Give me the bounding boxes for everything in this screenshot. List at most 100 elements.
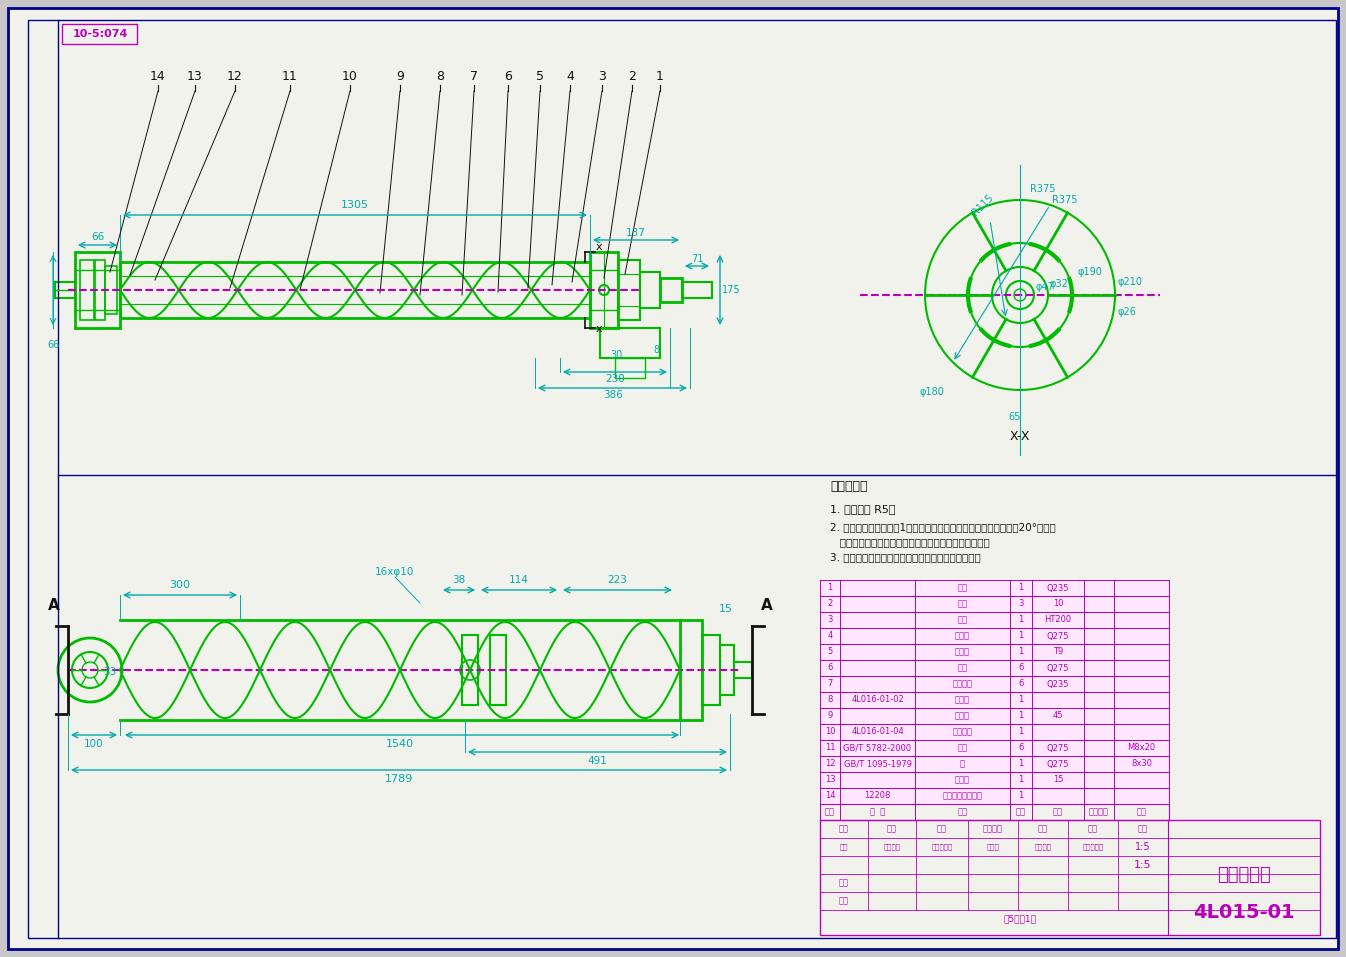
Bar: [1114, 596, 1168, 612]
Bar: [734, 662, 752, 678]
Bar: [840, 788, 915, 804]
Bar: [915, 804, 1010, 820]
Text: 6: 6: [1019, 679, 1024, 688]
Text: 4L016-01-02: 4L016-01-02: [851, 696, 905, 704]
Bar: [820, 612, 840, 628]
Bar: [1010, 692, 1032, 708]
Bar: [105, 266, 117, 314]
Bar: [1114, 772, 1168, 788]
Text: 12208: 12208: [864, 791, 891, 800]
Text: 8: 8: [828, 696, 833, 704]
Text: 12: 12: [825, 760, 836, 768]
Text: 10: 10: [342, 70, 358, 83]
Text: 100: 100: [85, 739, 104, 749]
Bar: [1032, 644, 1084, 660]
Text: 螺杆: 螺杆: [957, 584, 968, 592]
Text: 8: 8: [653, 345, 660, 355]
Bar: [820, 820, 1320, 935]
Text: 16xφ10: 16xφ10: [376, 567, 415, 577]
Bar: [915, 724, 1010, 740]
Text: x: x: [596, 242, 603, 252]
Bar: [1010, 724, 1032, 740]
Text: 拨簧: 拨簧: [957, 663, 968, 673]
Text: Q275: Q275: [1047, 744, 1069, 752]
Text: 材料: 材料: [1053, 808, 1063, 816]
Bar: [1084, 660, 1114, 676]
Bar: [840, 772, 915, 788]
Bar: [820, 804, 1168, 820]
Text: 1: 1: [1019, 727, 1023, 737]
Text: 66: 66: [92, 232, 104, 242]
Bar: [1010, 596, 1032, 612]
Text: 2: 2: [629, 70, 635, 83]
Bar: [590, 252, 618, 328]
Bar: [820, 708, 1168, 724]
Bar: [1010, 676, 1032, 692]
Bar: [1032, 660, 1084, 676]
Bar: [820, 644, 1168, 660]
Bar: [820, 612, 1168, 628]
Bar: [840, 740, 915, 756]
Text: 螺栋: 螺栋: [957, 744, 968, 752]
Text: 13: 13: [825, 775, 836, 785]
Text: 300: 300: [170, 580, 191, 590]
Text: （签名）: （签名）: [883, 844, 900, 851]
Bar: [1084, 724, 1114, 740]
Bar: [1114, 676, 1168, 692]
Bar: [820, 756, 1168, 772]
Text: GB/T 5782-2000: GB/T 5782-2000: [844, 744, 911, 752]
Bar: [1084, 756, 1114, 772]
Bar: [840, 708, 915, 724]
Bar: [1010, 756, 1032, 772]
Text: 重量: 重量: [1038, 825, 1049, 834]
Text: 6: 6: [1019, 744, 1024, 752]
Text: 10: 10: [1053, 599, 1063, 609]
Text: 1: 1: [1019, 648, 1023, 657]
Bar: [840, 644, 915, 660]
Text: Q275: Q275: [1047, 663, 1069, 673]
Bar: [820, 628, 1168, 644]
Text: 66: 66: [47, 340, 59, 350]
Bar: [915, 708, 1010, 724]
Text: 137: 137: [626, 228, 646, 238]
Bar: [840, 676, 915, 692]
Bar: [820, 788, 840, 804]
Bar: [1084, 676, 1114, 692]
Bar: [120, 262, 590, 318]
Bar: [1084, 772, 1114, 788]
Bar: [1084, 804, 1114, 820]
Text: 11: 11: [283, 70, 297, 83]
Bar: [840, 612, 915, 628]
Text: Q235: Q235: [1047, 679, 1069, 688]
Bar: [1114, 788, 1168, 804]
Bar: [1084, 708, 1114, 724]
Text: 3. 遵盖在填补零碎之处来用固性注漆少许根据该情。: 3. 遵盖在填补零碎之处来用固性注漆少许根据该情。: [830, 552, 981, 562]
Text: 1: 1: [1019, 775, 1023, 785]
Bar: [1032, 740, 1084, 756]
Text: 单件重量: 单件重量: [1089, 808, 1109, 816]
Bar: [820, 724, 840, 740]
Bar: [1010, 628, 1032, 644]
Text: 2: 2: [828, 599, 833, 609]
Bar: [820, 740, 840, 756]
Bar: [639, 272, 660, 308]
Text: 右盖管: 右盖管: [956, 632, 970, 640]
Bar: [1032, 580, 1084, 596]
Text: R115: R115: [970, 192, 995, 217]
Text: 代  号: 代 号: [870, 808, 886, 816]
Text: 传动键: 传动键: [956, 775, 970, 785]
Bar: [915, 676, 1010, 692]
Text: 4: 4: [567, 70, 573, 83]
Bar: [915, 628, 1010, 644]
Text: 拨料件夹: 拨料件夹: [953, 727, 973, 737]
Bar: [1032, 692, 1084, 708]
Bar: [840, 692, 915, 708]
Text: 10: 10: [825, 727, 836, 737]
Text: 7: 7: [828, 679, 833, 688]
Text: 71: 71: [690, 254, 703, 264]
Bar: [1084, 628, 1114, 644]
Bar: [55, 282, 75, 298]
Bar: [1114, 692, 1168, 708]
Text: 1: 1: [1019, 632, 1023, 640]
Text: 技术要求：: 技术要求：: [830, 480, 868, 493]
